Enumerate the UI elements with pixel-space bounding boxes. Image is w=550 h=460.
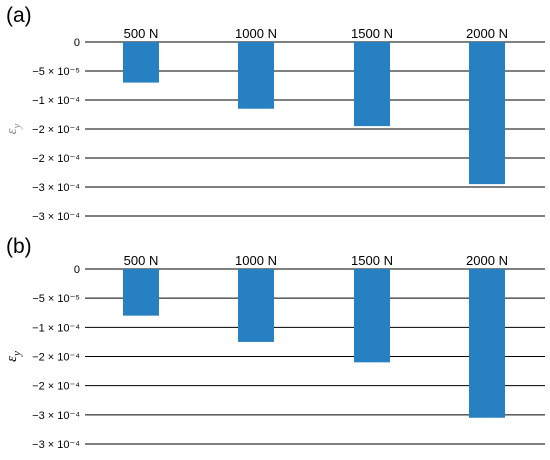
y-axis-label-symbol: ε	[4, 356, 20, 362]
y-tick-label: −3 × 10⁻⁴	[32, 182, 80, 194]
bar	[238, 269, 274, 342]
bar	[354, 42, 390, 127]
bar	[469, 42, 505, 185]
category-label: 1500 N	[351, 26, 393, 41]
y-tick-label: −5 × 10⁻⁵	[32, 66, 80, 78]
panel-label: (b)	[6, 235, 32, 258]
y-tick-label: −5 × 10⁻⁵	[32, 293, 80, 305]
y-tick-label: −2 × 10⁻⁴	[32, 124, 80, 136]
y-axis-label: εy	[4, 351, 23, 362]
y-axis-label-symbol: ε	[4, 128, 20, 134]
category-label: 500 N	[124, 26, 159, 41]
category-label: 1000 N	[235, 253, 277, 268]
y-axis-label-subscript: y	[11, 351, 23, 357]
y-tick-label: −2 × 10⁻⁴	[32, 352, 80, 364]
bar	[238, 42, 274, 109]
bar	[123, 42, 159, 83]
y-axis-label-subscript: y	[11, 123, 23, 129]
y-tick-label: −2 × 10⁻⁴	[32, 153, 80, 165]
y-tick-label: 0	[74, 37, 80, 49]
panel-label: (a)	[6, 4, 32, 27]
bar	[354, 269, 390, 363]
category-label: 2000 N	[466, 253, 508, 268]
y-tick-label: 0	[74, 264, 80, 276]
y-tick-label: −3 × 10⁻⁴	[32, 211, 80, 223]
y-tick-label: −1 × 10⁻⁴	[32, 322, 80, 334]
category-label: 1000 N	[235, 26, 277, 41]
bar	[469, 269, 505, 418]
category-label: 1500 N	[351, 253, 393, 268]
bar	[123, 269, 159, 316]
y-tick-label: −1 × 10⁻⁴	[32, 95, 80, 107]
category-label: 2000 N	[466, 26, 508, 41]
y-tick-label: −3 × 10⁻⁴	[32, 410, 80, 422]
y-tick-label: −2 × 10⁻⁴	[32, 381, 80, 393]
category-label: 500 N	[124, 253, 159, 268]
y-axis-label: εy	[4, 123, 23, 134]
y-tick-label: −3 × 10⁻⁴	[32, 439, 80, 451]
